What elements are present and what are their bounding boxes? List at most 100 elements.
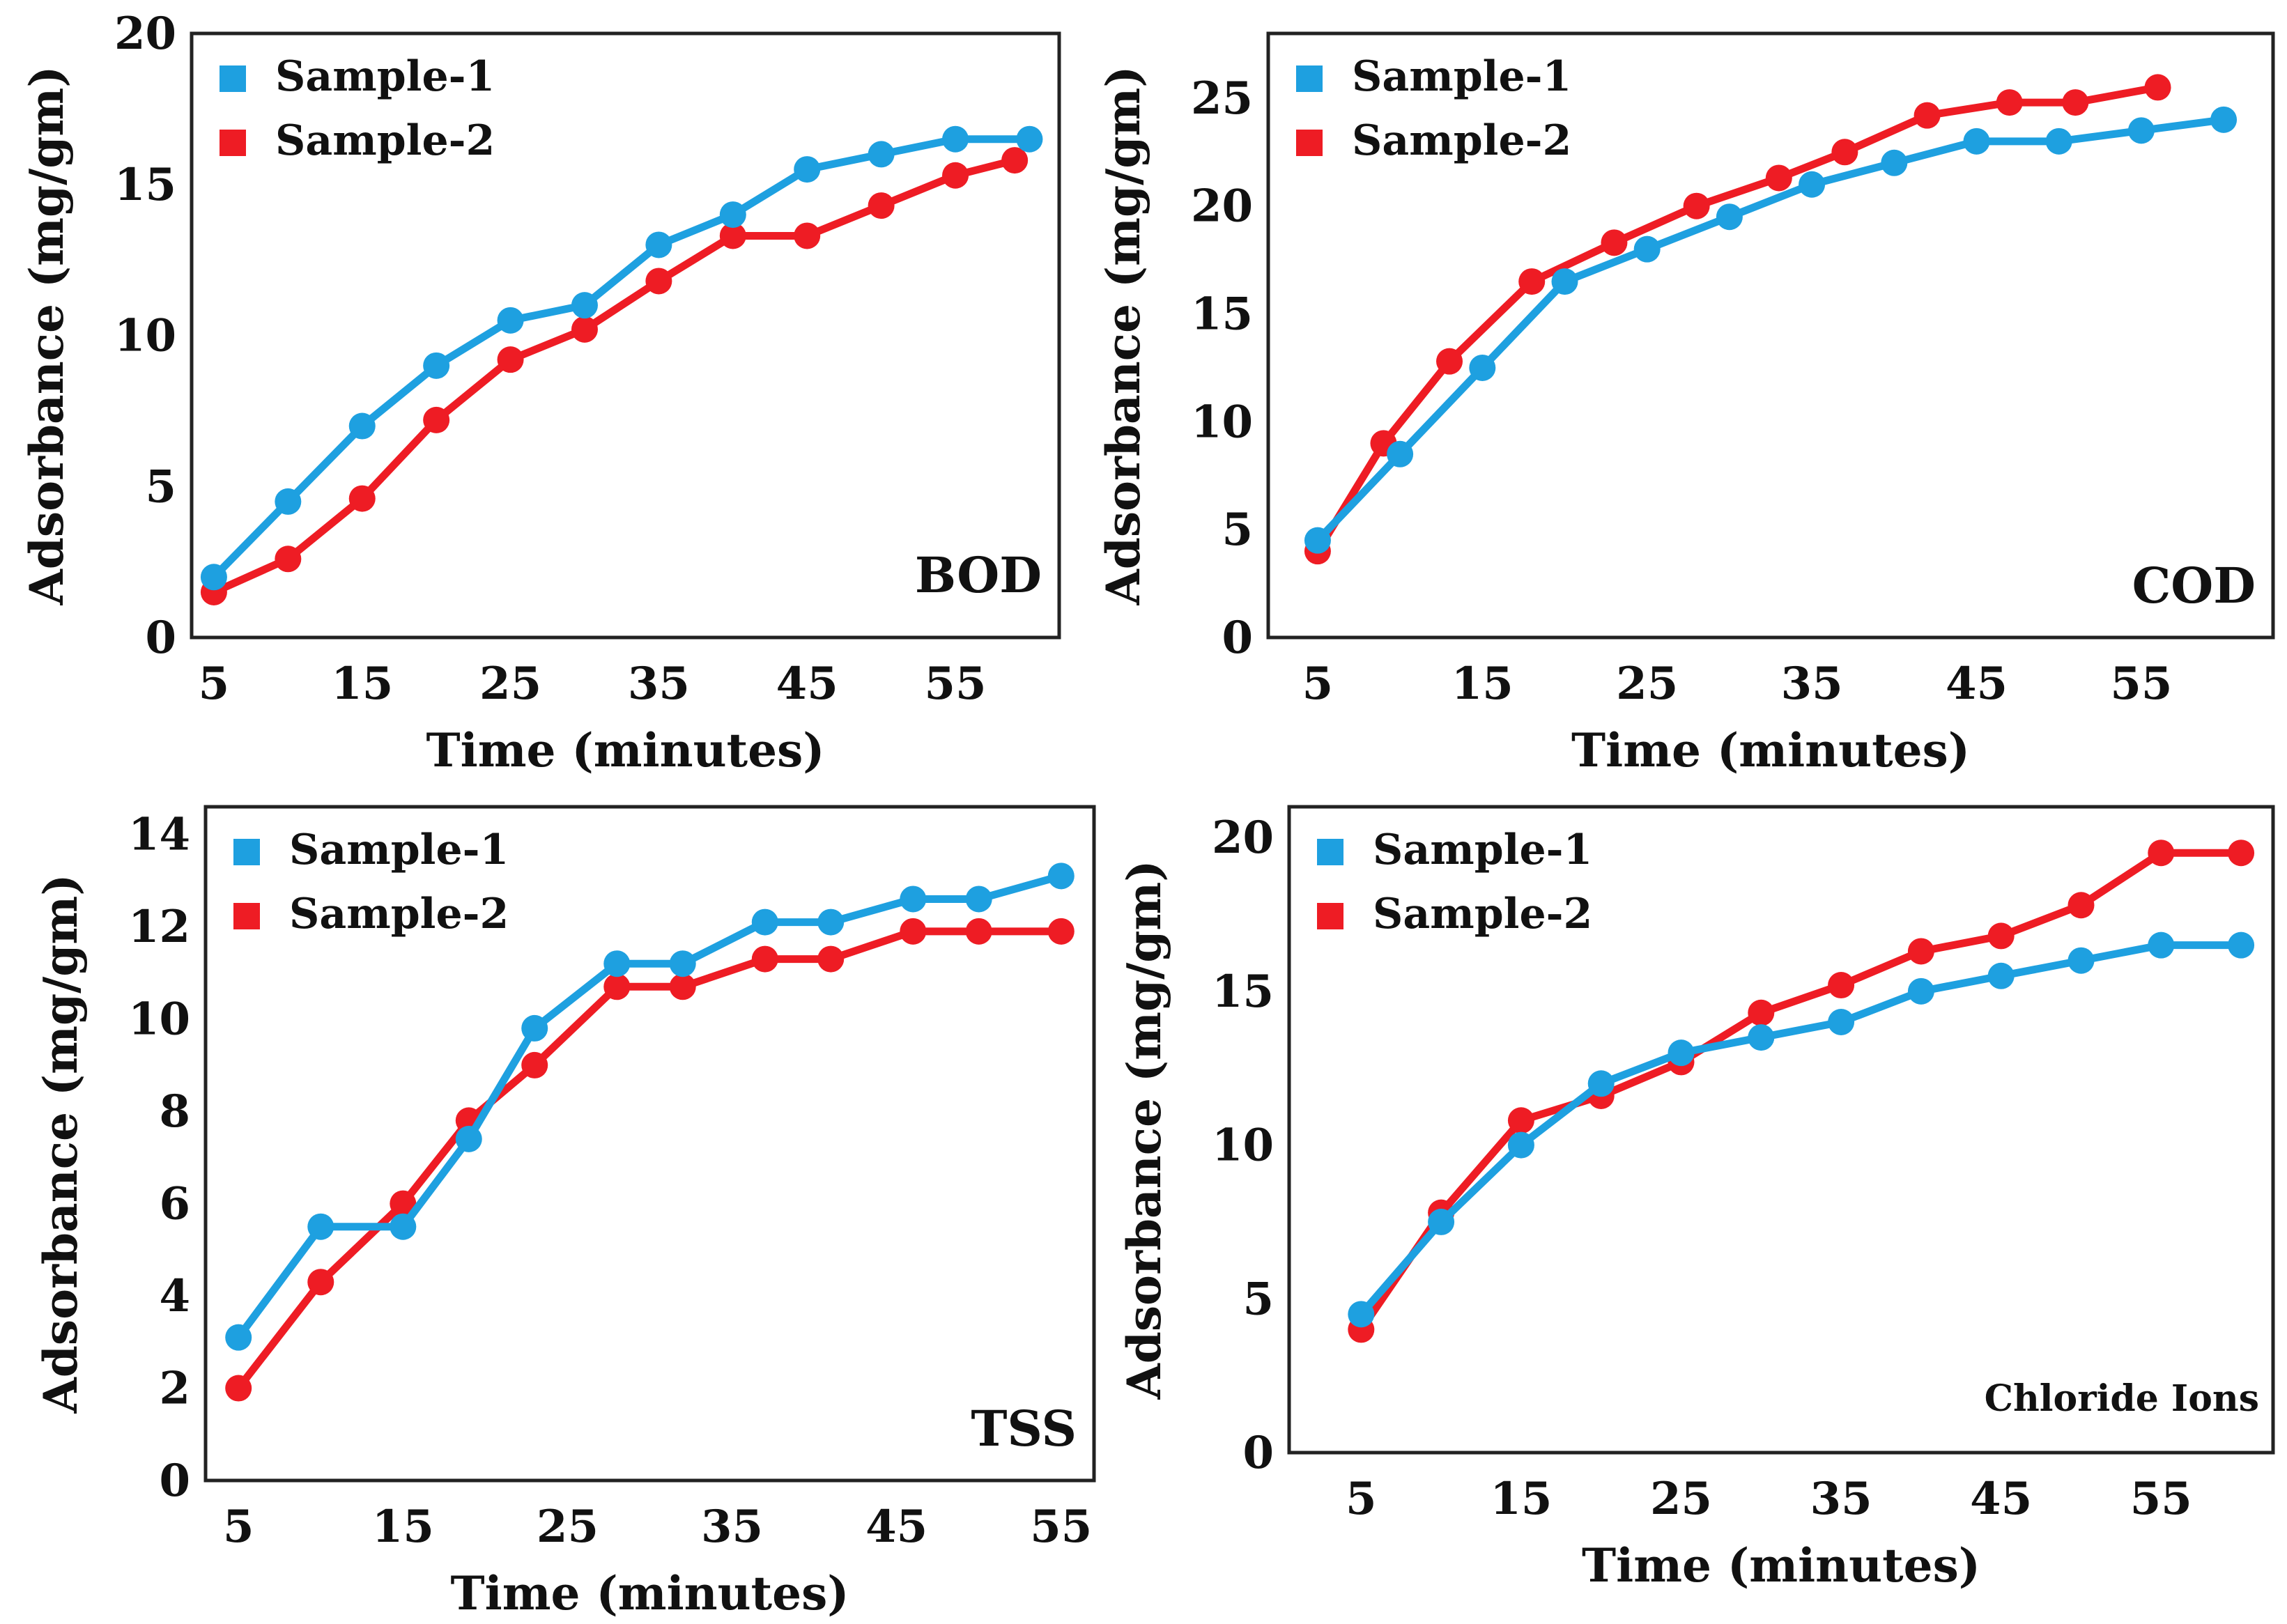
y-tick-label: 20 — [1191, 180, 1253, 233]
y-tick-label: 10 — [1191, 396, 1253, 448]
data-point — [1601, 229, 1628, 256]
data-point — [900, 886, 927, 913]
data-point — [1748, 1024, 1775, 1051]
y-tick-label: 25 — [1191, 72, 1253, 125]
data-point — [1047, 918, 1075, 945]
y-tick-label: 20 — [114, 8, 176, 60]
panel-annotation: TSS — [971, 1400, 1077, 1457]
y-tick-label: 10 — [128, 993, 190, 1046]
data-point — [1348, 1301, 1375, 1328]
legend-swatch — [1317, 903, 1343, 929]
data-point — [1987, 962, 2015, 989]
data-point — [2228, 931, 2255, 959]
data-point — [2148, 931, 2175, 959]
data-point — [1518, 268, 1546, 295]
data-point — [719, 201, 746, 229]
y-tick-label: 5 — [1242, 1273, 1274, 1325]
y-tick-label: 15 — [114, 159, 176, 211]
x-tick-label: 15 — [331, 658, 393, 710]
data-point — [390, 1190, 417, 1217]
data-point — [521, 1014, 548, 1042]
y-tick-label: 15 — [1212, 966, 1274, 1018]
x-tick-label: 25 — [537, 1501, 599, 1553]
data-point — [794, 156, 821, 183]
data-point — [497, 307, 524, 334]
legend-swatch — [1317, 839, 1343, 865]
legend-swatch — [233, 839, 260, 865]
data-point — [1428, 1208, 1455, 1235]
y-tick-label: 20 — [1212, 812, 1274, 864]
data-point — [2067, 892, 2095, 919]
data-point — [1748, 999, 1775, 1026]
data-point — [645, 231, 672, 258]
data-point — [348, 485, 376, 512]
data-point — [1668, 1039, 1695, 1067]
data-point — [1551, 268, 1578, 295]
series-line — [1314, 116, 2228, 545]
data-point — [669, 950, 696, 977]
data-point — [1387, 440, 1414, 467]
plot-frame — [1266, 31, 2275, 640]
series-line — [210, 135, 1033, 581]
series-line — [234, 927, 1065, 1393]
data-point — [900, 918, 927, 945]
legend-label: Sample-1 — [289, 826, 509, 874]
series-line — [1357, 941, 2245, 1318]
x-tick-label: 55 — [1030, 1501, 1092, 1553]
plot-frame — [190, 31, 1061, 640]
data-point — [2045, 127, 2072, 155]
legend-label: Sample-1 — [1373, 826, 1592, 874]
x-tick-label: 35 — [1810, 1473, 1872, 1525]
series-sample-1 — [1348, 931, 2255, 1328]
data-point — [603, 973, 631, 1000]
data-point — [1828, 1009, 1855, 1035]
y-axis-title: Adsorbance (mg/gm) — [1117, 860, 1171, 1400]
data-point — [225, 1375, 252, 1402]
data-point — [2148, 840, 2175, 867]
x-tick-label: 25 — [1616, 658, 1678, 710]
y-tick-label: 0 — [159, 1455, 190, 1507]
chart-panel-3: 0 2 4 6 8 10 12 14 5 15 25 35 45 55 Time (minutes) Adso… — [33, 805, 1096, 1621]
x-tick-label: 5 — [223, 1501, 254, 1553]
data-point — [817, 908, 845, 936]
data-point — [1436, 348, 1463, 375]
series-sample-1 — [1304, 106, 2238, 554]
x-tick-label: 45 — [1970, 1473, 2032, 1525]
chart-panel-4: 0 5 10 15 20 5 15 25 35 45 55 Time (minutes) Adsorba… — [1117, 805, 2275, 1593]
data-point — [423, 352, 450, 379]
data-point — [1633, 235, 1661, 263]
data-point — [942, 162, 969, 189]
data-point — [868, 192, 895, 219]
panel-annotation: Chloride Ions — [1985, 1377, 2259, 1420]
series-sample-1 — [200, 125, 1043, 591]
y-tick-label: 14 — [128, 809, 190, 861]
series-sample-2 — [200, 147, 1029, 605]
data-point — [521, 1051, 548, 1078]
data-point — [2228, 840, 2255, 867]
data-point — [1304, 527, 1331, 554]
legend-swatch — [233, 903, 260, 929]
data-point — [2067, 947, 2095, 974]
data-point — [225, 1324, 252, 1351]
data-point — [868, 141, 895, 168]
data-point — [669, 973, 696, 1000]
y-tick-label: 5 — [1222, 504, 1253, 556]
data-point — [1987, 922, 2015, 950]
data-point — [719, 222, 746, 249]
y-tick-label: 5 — [145, 461, 176, 513]
x-tick-label: 45 — [865, 1501, 927, 1553]
legend-label: Sample-2 — [289, 890, 509, 938]
data-point — [1507, 1131, 1534, 1159]
x-tick-label: 15 — [1451, 658, 1514, 710]
data-point — [455, 1125, 482, 1152]
data-point — [348, 412, 376, 440]
legend-label: Sample-2 — [1373, 890, 1592, 938]
y-tick-label: 10 — [1212, 1120, 1274, 1172]
series-sample-2 — [1304, 74, 2171, 565]
data-point — [275, 546, 302, 573]
data-point — [423, 406, 450, 433]
y-axis-title: Adsorbance (mg/gm) — [20, 66, 74, 606]
y-tick-label: 15 — [1191, 288, 1253, 341]
